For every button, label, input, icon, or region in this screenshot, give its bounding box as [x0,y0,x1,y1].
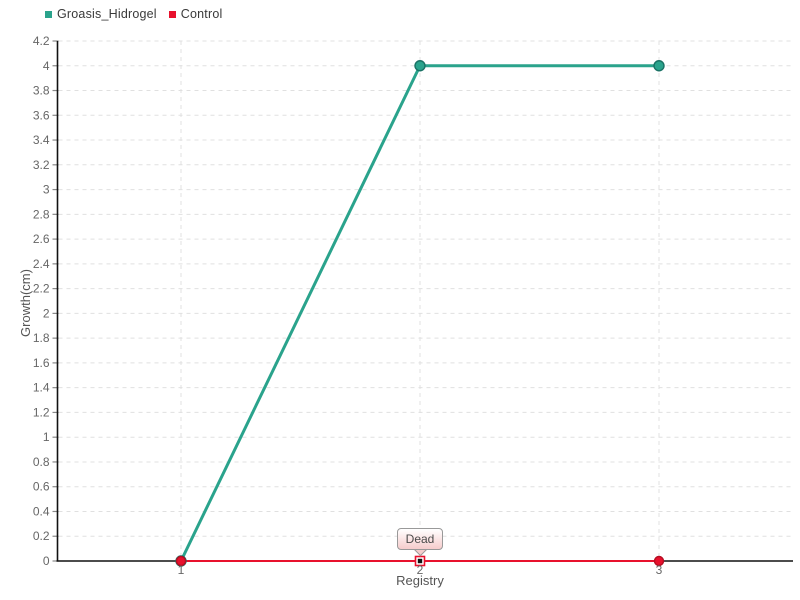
tick-label-layer: 0 0.2 0.4 0.6 0.8 1 1.2 1.4 1.6 1.8 2 2.2 2.4 2.6 2.8 3… [33,34,663,577]
legend-item-groasis-hidrogel[interactable]: Groasis_Hidrogel [45,7,157,21]
y-tick-label: 0.2 [33,529,50,543]
y-tick-label: 2 [43,306,50,320]
y-tick-label: 1.6 [33,356,50,370]
legend-label-control: Control [180,7,223,21]
data-point-control[interactable] [653,555,665,567]
y-tick-label: 2.6 [33,232,50,246]
y-tick-label: 2.8 [33,207,50,221]
data-point-groasis_hidrogel[interactable] [414,60,426,72]
data-point-control[interactable] [175,555,187,567]
legend: Groasis_Hidrogel Control [45,7,222,21]
y-tick-label: 0 [43,554,50,568]
x-tick-label: 2 [417,563,424,577]
y-tick-label: 1.4 [33,381,50,395]
x-tick-label: 3 [656,563,663,577]
y-tick-label: 1.8 [33,331,50,345]
x-axis-title: Registry [396,573,444,588]
y-tick-label: 1 [43,430,50,444]
y-axis-title: Growth(cm) [18,269,33,337]
legend-label-groasis-hidrogel: Groasis_Hidrogel [57,7,157,21]
series-layer [175,60,665,567]
dead-annotation-label: Dead [397,528,443,550]
legend-swatch-control [168,11,176,18]
y-tick-label: 3.4 [33,133,50,147]
y-tick-label: 3.2 [33,158,50,172]
y-tick-label: 1.2 [33,405,50,419]
y-tick-label: 2.4 [33,257,50,271]
y-tick-label: 2.2 [33,282,50,296]
dead-annotation-tooltip: Dead [396,528,444,557]
legend-item-control[interactable]: Control [168,7,223,21]
y-tick-label: 3 [43,183,50,197]
x-tick-label: 1 [178,563,185,577]
legend-swatch-groasis-hidrogel [45,11,52,18]
y-tick-label: 3.8 [33,84,50,98]
y-tick-label: 4 [43,59,50,73]
y-tick-label: 0.8 [33,455,50,469]
y-tick-label: 3.6 [33,108,50,122]
y-tick-label: 0.4 [33,504,50,518]
data-point-groasis_hidrogel[interactable] [653,60,665,72]
y-tick-label: 0.6 [33,480,50,494]
data-point-dead-inner [417,558,423,564]
grid-layer [58,40,793,561]
y-tick-label: 4.2 [33,34,50,48]
axis-layer [52,40,793,562]
